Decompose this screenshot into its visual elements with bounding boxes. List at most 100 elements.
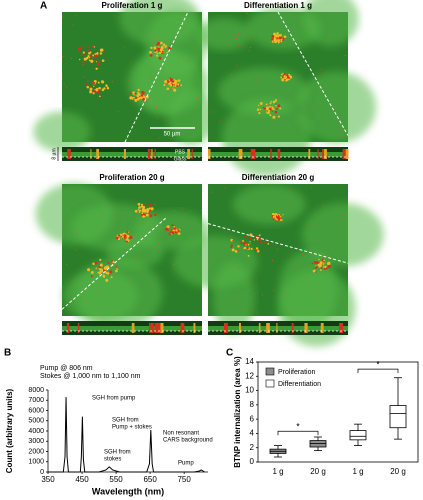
particle bbox=[211, 191, 213, 193]
particle bbox=[76, 249, 78, 251]
particle bbox=[149, 214, 153, 218]
particle bbox=[320, 266, 323, 269]
particle bbox=[174, 82, 177, 85]
particle bbox=[286, 78, 289, 81]
xz-particle bbox=[238, 149, 243, 159]
particle bbox=[83, 76, 85, 78]
particle bbox=[271, 107, 274, 110]
particle bbox=[117, 111, 119, 113]
particle bbox=[135, 255, 137, 257]
particle bbox=[149, 54, 153, 57]
particle bbox=[230, 244, 233, 247]
particle bbox=[163, 84, 166, 87]
particle bbox=[246, 243, 248, 246]
y-tick-label: 6000 bbox=[28, 407, 44, 414]
micrograph bbox=[172, 184, 384, 347]
particle bbox=[87, 45, 89, 48]
particle bbox=[169, 83, 173, 87]
particle bbox=[193, 107, 195, 109]
particle bbox=[227, 266, 229, 268]
particle bbox=[85, 56, 89, 60]
particle bbox=[99, 268, 102, 271]
particle bbox=[249, 47, 251, 49]
particle bbox=[181, 13, 183, 15]
particle bbox=[97, 81, 100, 84]
particle bbox=[232, 41, 234, 43]
xz-particle bbox=[324, 149, 327, 159]
particle bbox=[240, 242, 243, 245]
particle bbox=[116, 268, 118, 270]
particle bbox=[141, 212, 144, 215]
particle bbox=[91, 80, 94, 83]
particle bbox=[305, 83, 307, 85]
particle bbox=[263, 107, 266, 110]
xz-particle bbox=[250, 149, 253, 159]
particle bbox=[271, 34, 275, 38]
particle bbox=[168, 79, 170, 81]
particle bbox=[92, 54, 95, 57]
particle bbox=[146, 210, 149, 214]
x-tick-label: 450 bbox=[75, 475, 89, 484]
xz-particle bbox=[342, 149, 346, 159]
particle bbox=[137, 202, 141, 206]
particle bbox=[99, 48, 104, 52]
particle bbox=[282, 72, 284, 74]
section-line bbox=[61, 216, 168, 310]
particle bbox=[102, 263, 104, 265]
particle bbox=[250, 247, 253, 251]
particle bbox=[257, 104, 260, 107]
particle bbox=[285, 74, 287, 77]
particle bbox=[270, 100, 273, 103]
depth-label: 8 µm bbox=[51, 148, 57, 159]
particle bbox=[99, 52, 103, 55]
particle bbox=[309, 223, 311, 225]
particle bbox=[246, 13, 248, 15]
y-tick-label: 8 bbox=[250, 400, 255, 409]
xz-particle bbox=[67, 149, 71, 159]
particle bbox=[145, 209, 148, 212]
particle bbox=[147, 258, 149, 260]
particle bbox=[195, 98, 197, 100]
legend-label: Proliferation bbox=[278, 369, 315, 376]
particle bbox=[90, 271, 94, 274]
particle bbox=[166, 227, 169, 230]
particle bbox=[166, 225, 170, 229]
particle bbox=[134, 92, 137, 95]
particle bbox=[142, 202, 145, 205]
particle bbox=[311, 187, 313, 189]
particle bbox=[80, 46, 83, 49]
particle bbox=[260, 241, 263, 245]
particle bbox=[112, 81, 114, 83]
particle bbox=[214, 288, 216, 290]
annotation: SGH from pump bbox=[92, 396, 136, 402]
particle bbox=[76, 232, 78, 234]
particle bbox=[101, 80, 103, 82]
particle bbox=[161, 50, 164, 53]
micrograph bbox=[196, 0, 377, 177]
particle bbox=[149, 203, 152, 206]
particle bbox=[97, 89, 100, 92]
particle bbox=[341, 268, 343, 270]
particle bbox=[272, 289, 274, 291]
particle bbox=[98, 271, 102, 275]
particle bbox=[275, 212, 278, 215]
particle bbox=[230, 38, 232, 40]
particle bbox=[316, 261, 319, 264]
xz-particle bbox=[317, 149, 319, 159]
particle bbox=[248, 21, 250, 23]
particle bbox=[277, 41, 280, 44]
particle bbox=[256, 108, 260, 111]
particle bbox=[320, 269, 322, 272]
particle bbox=[192, 101, 194, 103]
particle bbox=[160, 46, 164, 49]
particle bbox=[283, 73, 286, 76]
particle bbox=[177, 229, 180, 232]
particle bbox=[258, 234, 261, 237]
particle bbox=[156, 52, 159, 55]
particle bbox=[211, 258, 213, 260]
particle bbox=[139, 92, 141, 94]
particle bbox=[157, 50, 160, 52]
particle bbox=[284, 77, 287, 80]
particle bbox=[111, 260, 113, 263]
particle bbox=[133, 98, 135, 100]
